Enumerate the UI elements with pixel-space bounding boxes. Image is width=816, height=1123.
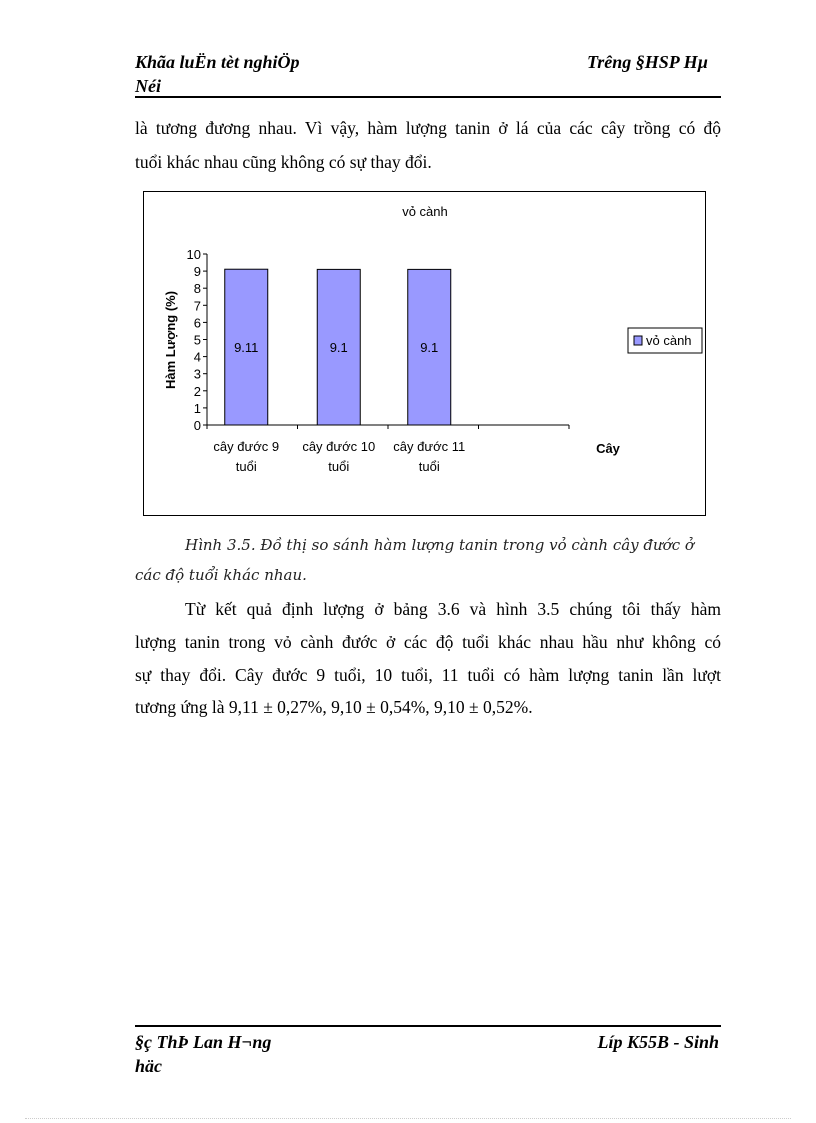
x-tick-label: tuổi (328, 459, 349, 474)
x-tick-label: tuổi (236, 459, 257, 474)
paragraph1-line: là tương đương nhau. Vì vậy, hàm lượng t… (135, 118, 721, 138)
y-tick-label: 0 (194, 418, 201, 433)
bar (316, 268, 361, 426)
bar-data-label: 9.1 (420, 340, 438, 355)
header-right: Tr­êng §HSP Hµ (586, 52, 708, 72)
bar-chart-svg: vỏ cành 0 1 2 3 4 5 6 7 8 9 10 Hàm Lượng (%) 9.11 cây … (163, 204, 703, 474)
y-tick-label: 9 (194, 264, 201, 279)
chart-title: vỏ cành (402, 204, 448, 219)
footer-right: Líp K55B - Sinh (597, 1032, 719, 1052)
paragraph2-line: lượng tanin trong vỏ cành đước ở các độ … (135, 632, 721, 652)
y-tick-label: 2 (194, 384, 201, 399)
paragraph2-line: Từ kết quả định lượng ở bảng 3.6 và hình… (185, 599, 721, 619)
y-tick-label: 10 (187, 247, 201, 262)
x-tick-label: tuổi (419, 459, 440, 474)
y-tick-label: 8 (194, 281, 201, 296)
paragraph1-line: tuổi khác nhau cũng không có sự thay đổi… (135, 152, 432, 172)
y-tick-label: 7 (194, 298, 201, 313)
legend-label: vỏ cành (646, 333, 692, 348)
header-left-line1: Khãa luËn tèt nghiÖp (135, 52, 300, 72)
header-rule (135, 96, 721, 98)
figure-caption-line2: các độ tuổi khác nhau. (135, 566, 307, 584)
paragraph2-line: tương ứng là 9,11 ± 0,27%, 9,10 ± 0,54%,… (135, 697, 533, 717)
page-edge (25, 1118, 791, 1119)
bar (224, 268, 269, 426)
y-axis-label: Hàm Lượng (%) (163, 291, 178, 389)
y-tick-label: 4 (194, 350, 201, 365)
legend-swatch (633, 335, 643, 346)
footer-left-line1: §ç ThÞ Lan H­¬ng (135, 1032, 272, 1052)
y-tick-label: 1 (194, 401, 201, 416)
x-tick-label: cây đước 10 (302, 439, 375, 454)
chart: vỏ cành 0 1 2 3 4 5 6 7 8 9 10 Hàm Lượng (%) 9.11 cây … (143, 191, 706, 516)
figure-caption-line1: Hình 3.5. Đồ thị so sánh hàm lượng tanin… (185, 536, 694, 554)
x-tick-label: cây đước 11 (393, 439, 465, 454)
x-tick-label: cây đước 9 (213, 439, 279, 454)
bar-data-label: 9.1 (330, 340, 348, 355)
bar (407, 268, 452, 426)
header-left-line2: Néi (135, 76, 161, 96)
bar-data-label: 9.11 (234, 340, 258, 355)
y-tick-label: 6 (194, 315, 201, 330)
footer-left-line2: häc (135, 1056, 162, 1076)
footer-rule (135, 1025, 721, 1027)
paragraph2-line: sự thay đổi. Cây đước 9 tuổi, 10 tuổi, 1… (135, 665, 721, 685)
x-axis-label: Cây (596, 441, 621, 456)
y-tick-label: 5 (194, 333, 201, 348)
y-tick-label: 3 (194, 367, 201, 382)
